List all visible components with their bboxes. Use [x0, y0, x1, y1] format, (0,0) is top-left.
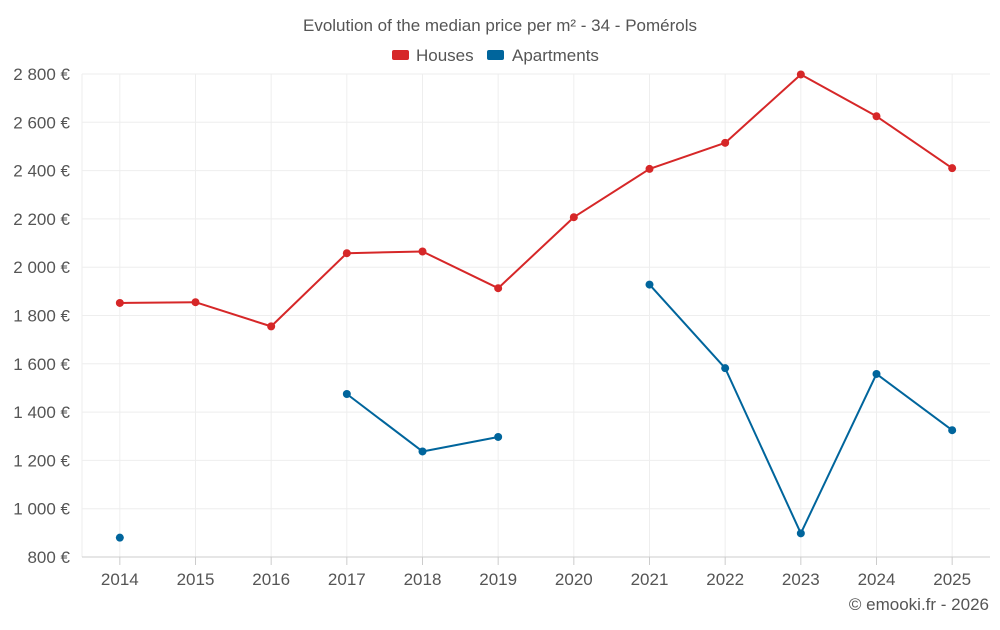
legend-swatch-houses [392, 50, 409, 60]
y-tick-label: 1 400 € [13, 403, 70, 422]
series [115, 70, 957, 542]
data-point-apartments-2019[interactable] [494, 432, 503, 441]
data-point-apartments-2022[interactable] [721, 364, 730, 373]
y-tick-label: 1 800 € [13, 307, 70, 326]
y-tick-label: 2 800 € [13, 65, 70, 84]
x-tick-label: 2015 [177, 570, 215, 589]
y-tick-label: 1 200 € [13, 451, 70, 470]
data-point-houses-2024[interactable] [872, 112, 881, 121]
data-point-apartments-2017[interactable] [342, 389, 351, 398]
data-point-apartments-2021[interactable] [645, 280, 654, 289]
data-point-houses-2017[interactable] [342, 249, 351, 258]
data-point-houses-2014[interactable] [115, 298, 124, 307]
x-tick-label: 2014 [101, 570, 139, 589]
x-tick-label: 2022 [706, 570, 744, 589]
series-houses [115, 70, 957, 331]
x-tick-label: 2025 [933, 570, 971, 589]
data-point-houses-2021[interactable] [645, 164, 654, 173]
y-tick-label: 1 600 € [13, 355, 70, 374]
data-point-houses-2020[interactable] [569, 213, 578, 222]
y-tick-label: 2 000 € [13, 258, 70, 277]
x-tick-label: 2018 [404, 570, 442, 589]
x-tick-label: 2021 [631, 570, 669, 589]
x-tick-label: 2020 [555, 570, 593, 589]
x-tick-label: 2017 [328, 570, 366, 589]
series-line-houses [118, 73, 954, 328]
legend-label-houses: Houses [416, 46, 474, 65]
data-point-houses-2022[interactable] [721, 138, 730, 147]
credit: © emooki.fr - 2026 [849, 595, 989, 614]
data-point-apartments-2023[interactable] [796, 529, 805, 538]
data-point-houses-2025[interactable] [948, 164, 957, 173]
y-tick-label: 2 200 € [13, 210, 70, 229]
series-apartments [115, 280, 957, 542]
legend-label-apartments: Apartments [512, 46, 599, 65]
data-point-houses-2015[interactable] [191, 298, 200, 307]
data-point-apartments-2014[interactable] [115, 533, 124, 542]
legend-swatch-apartments [487, 50, 504, 60]
data-point-houses-2023[interactable] [796, 70, 805, 79]
gridlines [82, 73, 990, 557]
legend-item-houses[interactable]: Houses [392, 46, 474, 65]
y-tick-label: 800 € [27, 548, 70, 567]
x-tick-label: 2024 [858, 570, 896, 589]
x-tick-label: 2016 [252, 570, 290, 589]
chart-title: Evolution of the median price per m² - 3… [303, 16, 697, 35]
x-tick-label: 2019 [479, 570, 517, 589]
data-point-houses-2016[interactable] [267, 322, 276, 331]
legend: Houses Apartments [392, 46, 599, 65]
data-point-apartments-2024[interactable] [872, 369, 881, 378]
axes: 800 € 1 000 € 1 200 € 1 400 € 1 600 € 1 800 €… [13, 65, 990, 589]
y-tick-label: 2 600 € [13, 113, 70, 132]
data-point-apartments-2025[interactable] [948, 426, 957, 435]
y-tick-label: 2 400 € [13, 162, 70, 181]
legend-item-apartments[interactable]: Apartments [487, 46, 599, 65]
data-point-houses-2019[interactable] [494, 284, 503, 293]
data-point-houses-2018[interactable] [418, 247, 427, 256]
x-tick-label: 2023 [782, 570, 820, 589]
y-tick-label: 1 000 € [13, 500, 70, 519]
data-point-apartments-2018[interactable] [418, 447, 427, 456]
